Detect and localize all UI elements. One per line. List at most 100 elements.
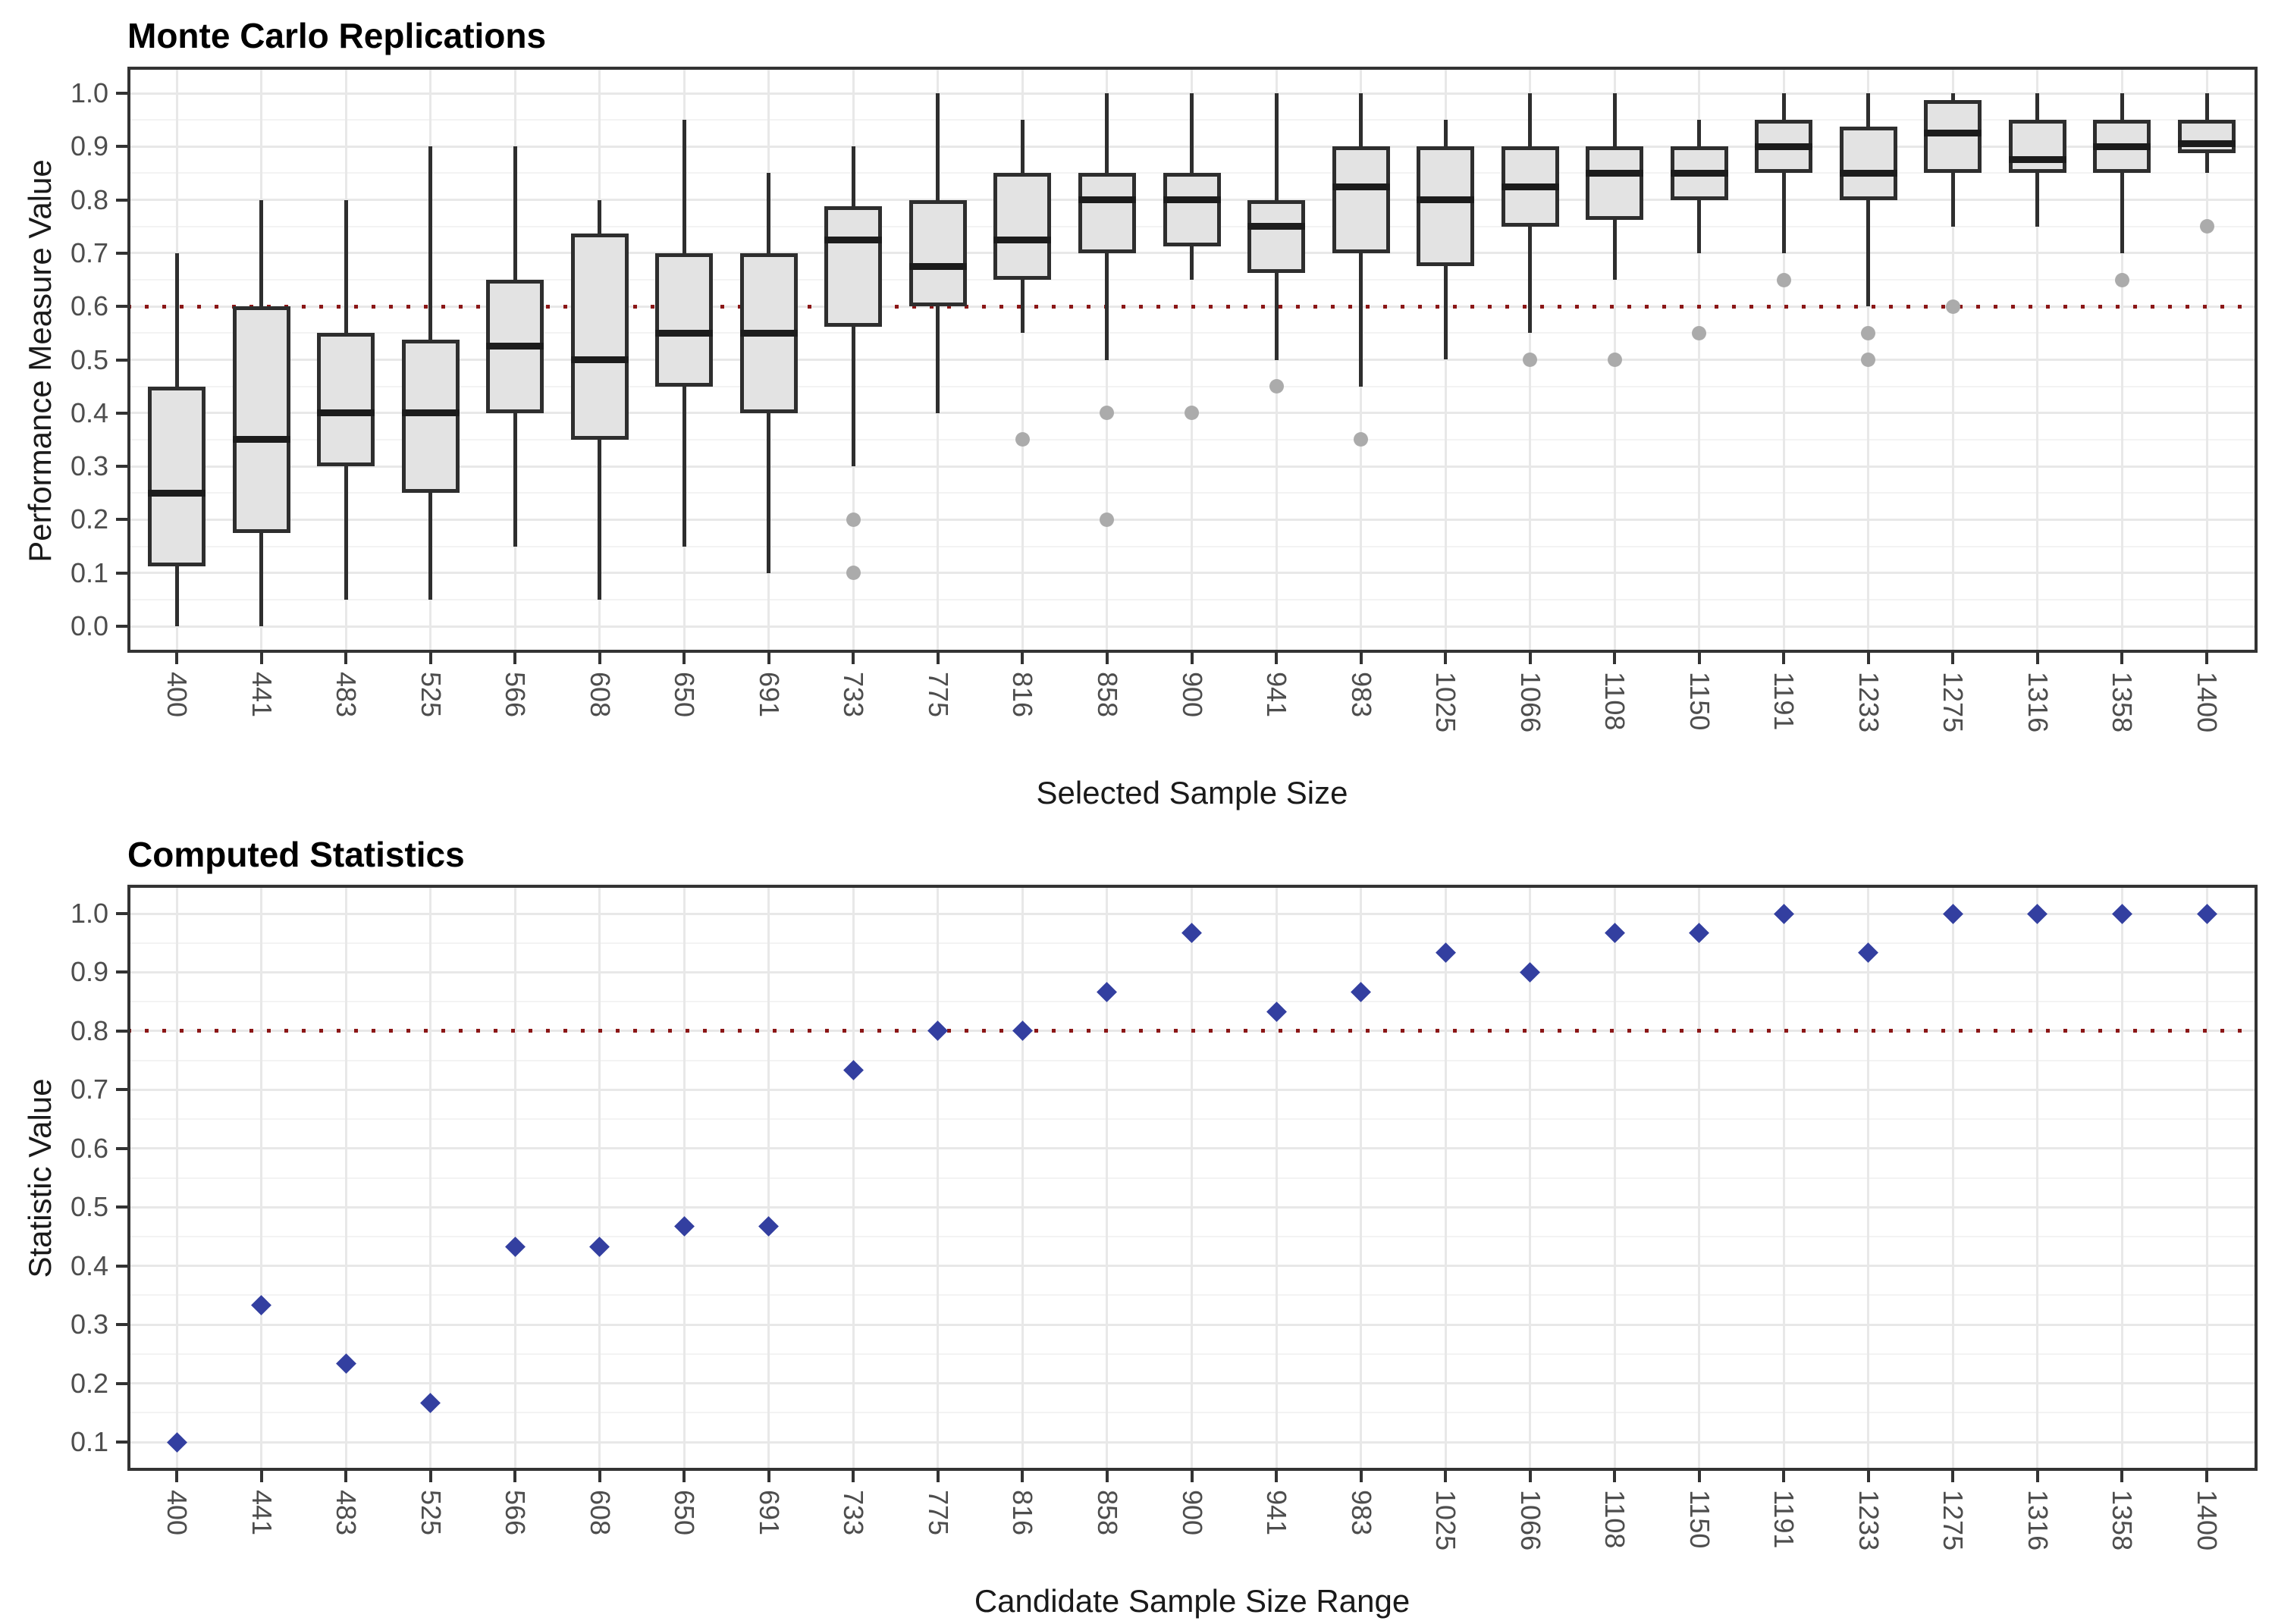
category-gridline [1360,885,1363,1471]
x-tick-mark [2120,653,2124,664]
x-tick-label: 900 [1176,1490,1208,1536]
y-tick-label: 0.4 [70,397,108,428]
category-gridline [1782,885,1785,1471]
x-tick-label: 1275 [1938,1490,1969,1551]
outlier-point [2114,272,2129,287]
outlier-point [1776,272,1791,287]
x-tick-label: 775 [922,1490,954,1536]
y-tick-label: 0.1 [70,556,108,588]
category-gridline [682,885,686,1471]
y-tick-label: 0.8 [70,1014,108,1046]
outlier-point [846,566,861,581]
reference-dotted-line [127,304,2258,309]
x-tick-label: 1066 [1514,1490,1546,1551]
x-tick-label: 1358 [2107,1490,2138,1551]
x-tick-mark [1613,1471,1617,1482]
category-gridline [1275,885,1278,1471]
y-tick-label: 0.5 [70,343,108,375]
y-tick-mark [116,625,127,628]
x-tick-mark [1444,653,1448,664]
box [1078,173,1136,253]
y-tick-label: 0.6 [70,290,108,322]
x-tick-mark [513,653,517,664]
x-tick-label: 525 [415,1490,447,1536]
x-tick-mark [936,1471,940,1482]
median-line [739,329,798,337]
x-tick-mark [767,653,770,664]
y-tick-mark [116,251,127,255]
median-line [2008,156,2066,164]
y-tick-mark [116,1381,127,1385]
x-tick-mark [767,1471,770,1482]
x-tick-mark [852,653,855,664]
x-tick-mark [1782,1471,1786,1482]
y-tick-label: 0.3 [70,450,108,482]
y-tick-label: 1.0 [70,898,108,929]
category-gridline [2036,67,2039,653]
x-tick-mark [428,653,432,664]
x-tick-label: 650 [669,1490,701,1536]
median-line [2093,143,2151,150]
y-tick-mark [116,1441,127,1444]
category-gridline [1613,885,1616,1471]
x-tick-mark [936,653,940,664]
x-tick-mark [1866,1471,1870,1482]
panel-border [127,67,2258,653]
y-tick-label: 0.4 [70,1249,108,1281]
y-tick-label: 0.3 [70,1309,108,1340]
category-gridline [767,885,770,1471]
x-tick-mark [1951,1471,1955,1482]
box [1586,146,1644,220]
category-gridline [2036,885,2039,1471]
x-tick-mark [1697,653,1701,664]
bottom-x-axis-title: Candidate Sample Size Range [974,1583,1410,1619]
x-tick-mark [175,653,178,664]
x-tick-mark [1951,653,1955,664]
box [908,199,967,307]
median-line [993,236,1052,243]
x-tick-label: 1316 [2022,1490,2054,1551]
top-panel-title: Monte Carlo Replications [127,16,547,55]
x-tick-mark [2035,1471,2039,1482]
x-tick-mark [1190,1471,1194,1482]
box [1839,126,1897,200]
category-gridline [1782,67,1785,653]
x-tick-mark [852,1471,855,1482]
x-tick-mark [1528,1471,1532,1482]
x-tick-mark [1105,653,1109,664]
x-tick-mark [1275,1471,1279,1482]
category-gridline [1951,67,1954,653]
whisker-line [1866,93,1871,307]
y-tick-label: 0.7 [70,237,108,268]
x-tick-mark [1021,1471,1025,1482]
outlier-point [1607,353,1622,367]
x-tick-label: 691 [753,1490,785,1536]
category-gridline [1951,885,1954,1471]
x-tick-label: 1108 [1599,1490,1631,1549]
x-tick-label: 1150 [1684,1490,1715,1549]
box [993,173,1052,281]
median-line [1078,196,1136,204]
x-tick-label: 941 [1261,1490,1293,1536]
category-gridline [1444,885,1447,1471]
x-tick-mark [1359,653,1363,664]
x-tick-mark [1190,653,1194,664]
category-gridline [344,885,347,1471]
panel-border [127,885,2258,1471]
x-tick-label: 400 [162,1490,193,1536]
whisker-line [2120,93,2124,253]
x-tick-mark [2205,653,2208,664]
category-gridline [1106,885,1109,1471]
x-tick-mark [1105,1471,1109,1482]
median-line [570,356,629,363]
y-tick-mark [116,1146,127,1150]
category-gridline [2205,885,2208,1471]
x-tick-mark [1444,1471,1448,1482]
box [1332,146,1390,253]
y-tick-mark [116,1264,127,1268]
x-tick-mark [259,1471,263,1482]
outlier-point [2199,219,2214,234]
outlier-point [1269,379,1284,394]
